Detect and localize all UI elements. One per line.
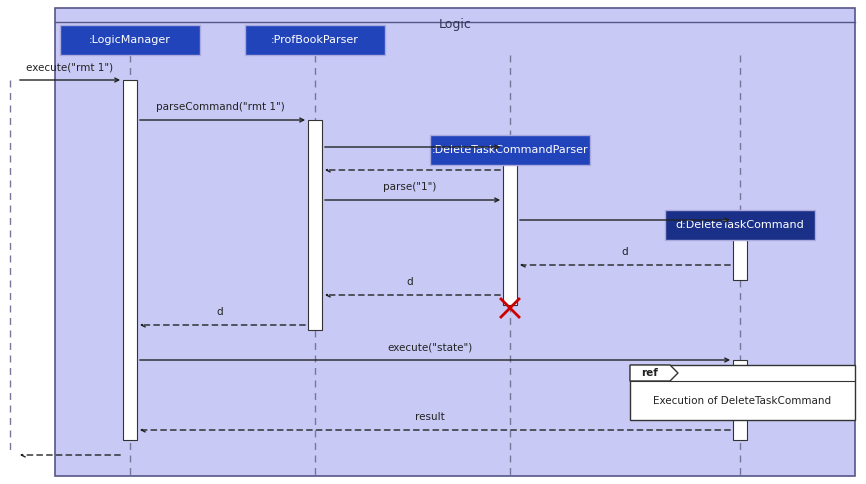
Bar <box>430 135 590 165</box>
Text: Logic: Logic <box>438 18 471 31</box>
Text: execute("state"): execute("state") <box>387 342 473 352</box>
Bar <box>123 80 137 440</box>
Bar <box>60 25 200 55</box>
Bar <box>665 210 815 240</box>
Bar <box>733 360 747 440</box>
Text: :LogicManager: :LogicManager <box>89 35 171 45</box>
Text: Execution of DeleteTaskCommand: Execution of DeleteTaskCommand <box>654 395 831 406</box>
Text: ref: ref <box>642 368 658 378</box>
Bar <box>308 120 322 330</box>
Text: :DeleteTaskCommandParser: :DeleteTaskCommandParser <box>431 145 588 155</box>
Bar <box>733 220 747 280</box>
Bar <box>503 147 517 305</box>
Text: execute("rmt 1"): execute("rmt 1") <box>27 62 113 72</box>
Text: d: d <box>407 277 413 287</box>
Bar <box>630 365 855 420</box>
Bar <box>245 25 385 55</box>
Text: d: d <box>216 307 223 317</box>
Text: parse("1"): parse("1") <box>384 182 436 192</box>
Polygon shape <box>630 365 678 381</box>
Text: result: result <box>415 412 445 422</box>
Text: parseCommand("rmt 1"): parseCommand("rmt 1") <box>156 102 284 112</box>
Text: d:DeleteTaskCommand: d:DeleteTaskCommand <box>675 220 805 230</box>
Text: d: d <box>622 247 629 257</box>
Text: :ProfBookParser: :ProfBookParser <box>271 35 359 45</box>
